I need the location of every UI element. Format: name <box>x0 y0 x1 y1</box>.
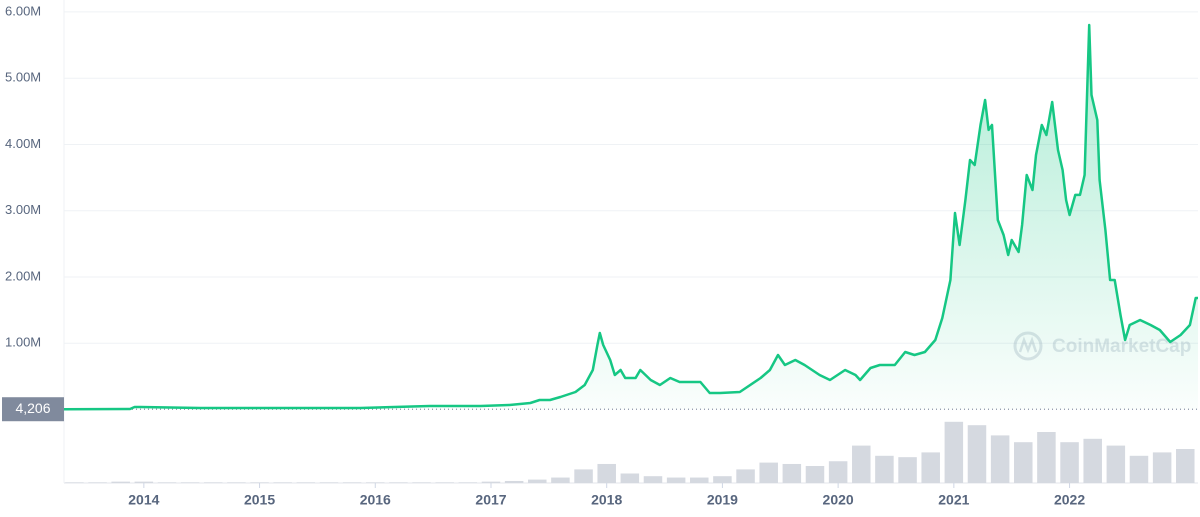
price-layer <box>63 23 1198 411</box>
x-tick-label: 2015 <box>244 492 275 508</box>
x-tick-label: 2020 <box>823 492 854 508</box>
volume-bar <box>875 455 894 483</box>
reference-label: 4,206 <box>15 400 50 416</box>
volume-bar <box>944 421 964 483</box>
volume-bar <box>1152 452 1172 483</box>
x-tick-label: 2022 <box>1054 492 1085 508</box>
volume-bar <box>458 482 478 483</box>
volume-bar <box>1060 442 1079 483</box>
volume-bar <box>574 469 593 483</box>
label-layer: 1.00M 2.00M 3.00M 4.00M 5.00M 6.00M 2014 2015 20… <box>2 3 1085 508</box>
volume-bar <box>828 461 848 483</box>
x-tick-label: 2021 <box>938 492 969 508</box>
volume-bar <box>1176 449 1195 483</box>
volume-bar <box>319 482 339 483</box>
x-tick-label: 2014 <box>128 492 159 508</box>
volume-bar <box>1106 445 1126 483</box>
volume-bar <box>366 482 385 483</box>
volume-bar <box>134 481 154 483</box>
volume-bar <box>65 482 84 483</box>
volume-bar <box>921 452 940 483</box>
volume-bar <box>1083 438 1102 483</box>
volume-bar <box>204 482 223 483</box>
volume-bar <box>898 457 917 483</box>
volume-bar <box>597 463 616 483</box>
volume-bar <box>620 473 640 483</box>
volume-bar <box>759 462 778 483</box>
volume-bar <box>805 466 825 483</box>
volume-bar <box>250 482 269 483</box>
volume-bar <box>389 482 408 483</box>
price-line <box>63 23 1198 411</box>
volume-bar <box>690 477 709 483</box>
volume-bar <box>227 482 246 483</box>
volume-bar <box>782 463 802 483</box>
y-tick-label: 2.00M <box>5 268 41 283</box>
y-tick-label: 3.00M <box>5 202 41 217</box>
volume-bar <box>157 482 177 483</box>
volume-bar <box>88 482 107 483</box>
y-tick-label: 4.00M <box>5 136 41 151</box>
volume-bar <box>342 482 362 483</box>
volume-bar <box>713 476 732 483</box>
volume-bar <box>435 482 454 483</box>
volume-bar <box>180 482 200 483</box>
volume-bar <box>643 476 663 483</box>
volume-bar <box>412 482 431 483</box>
volume-bar <box>1014 442 1033 483</box>
volume-layer <box>65 421 1195 483</box>
volume-bar <box>736 469 755 483</box>
volume-bar <box>852 445 871 483</box>
volume-bar <box>1129 455 1149 483</box>
price-area <box>64 25 1198 410</box>
y-tick-label: 1.00M <box>5 335 41 350</box>
volume-bar <box>504 480 524 483</box>
x-tick-label: 2018 <box>591 492 622 508</box>
volume-bar <box>990 435 1010 483</box>
reference-label-box <box>2 397 64 422</box>
volume-bar <box>528 479 547 483</box>
volume-bar <box>296 482 316 483</box>
volume-bar <box>481 481 501 483</box>
volume-bar <box>666 477 686 483</box>
volume-bar <box>273 482 292 483</box>
y-tick-label: 5.00M <box>5 70 41 85</box>
volume-bar <box>551 477 570 483</box>
x-tick-label: 2017 <box>475 492 506 508</box>
volume-bar <box>1037 432 1056 483</box>
x-tick-label: 2019 <box>707 492 738 508</box>
volume-bar <box>967 425 987 483</box>
y-tick-label: 6.00M <box>5 3 41 18</box>
volume-bar <box>111 481 130 483</box>
x-tick-label: 2016 <box>360 492 391 508</box>
